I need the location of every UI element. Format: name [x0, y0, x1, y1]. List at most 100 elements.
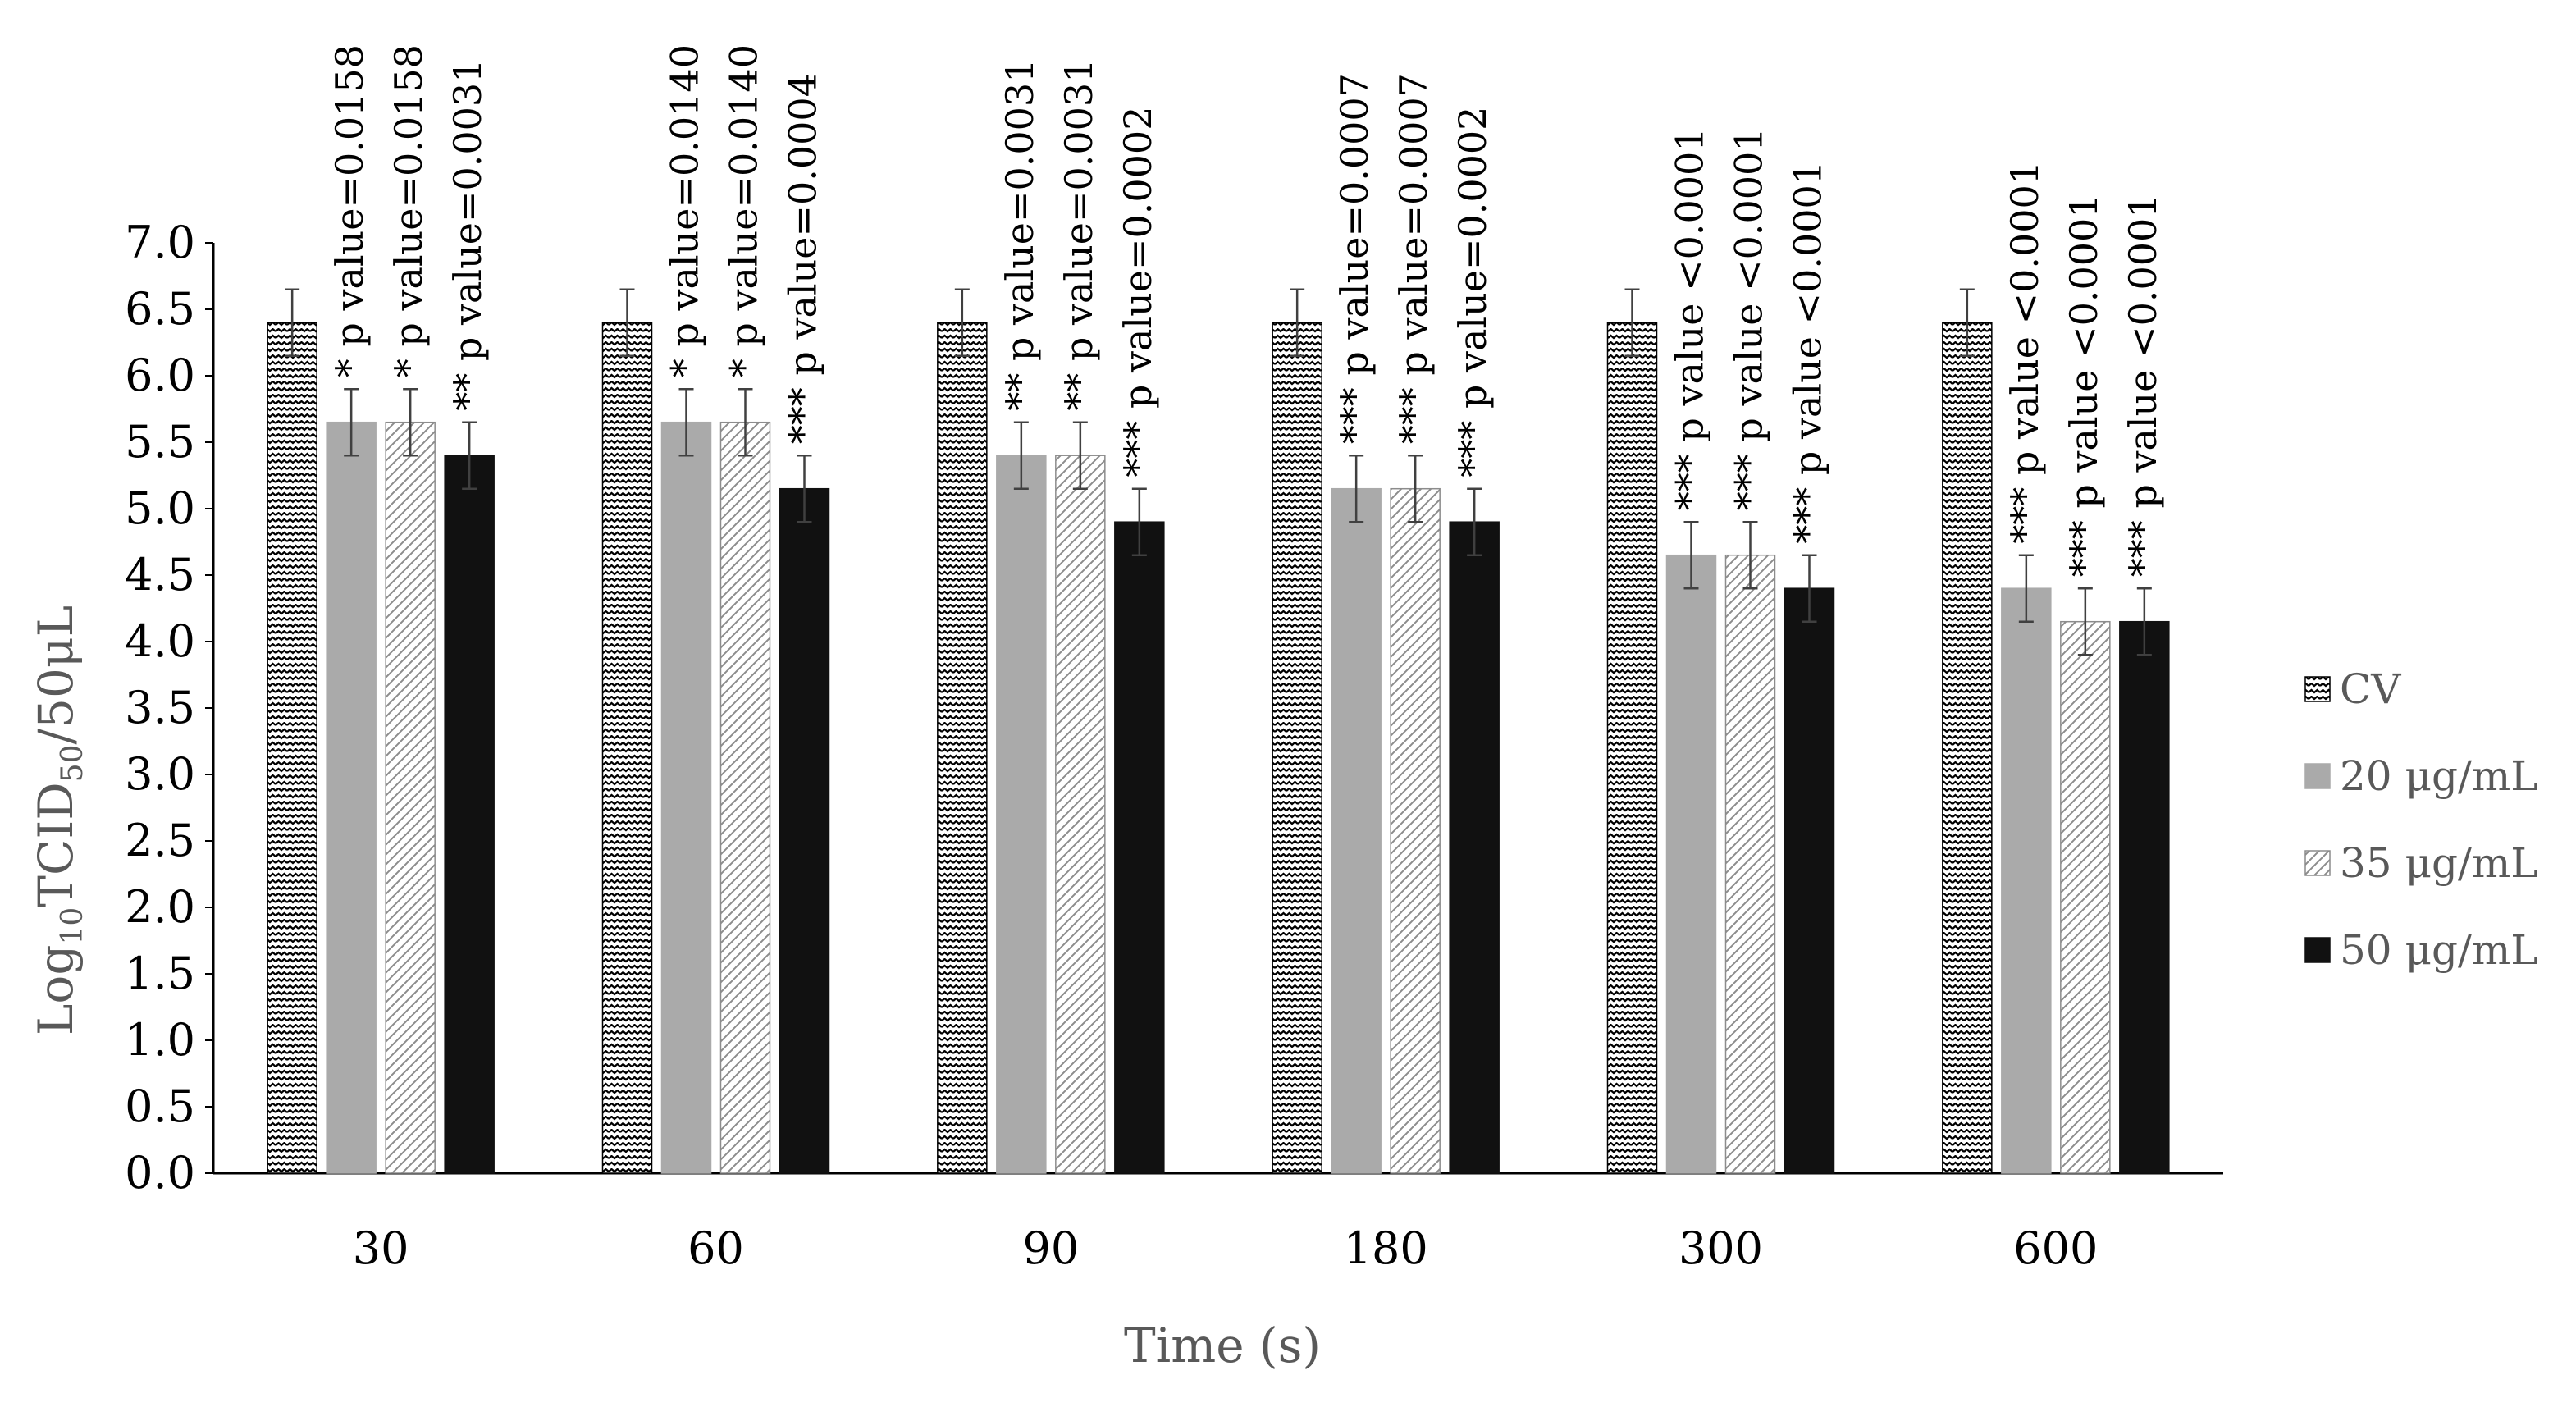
- legend-item: 35 μg/mL: [2304, 839, 2537, 887]
- bar: [1272, 322, 1322, 1174]
- p-value-label: * p value=0.0158: [327, 44, 372, 377]
- bar: [444, 455, 495, 1174]
- y-tick-label: 6.0: [125, 349, 195, 401]
- y-tick-label: 0.0: [125, 1147, 195, 1199]
- bar: [1606, 322, 1658, 1174]
- bar: [2119, 620, 2170, 1174]
- x-tick-label: 300: [1679, 1222, 1763, 1274]
- p-value-label: ** p value=0.0031: [445, 59, 490, 411]
- bar: [326, 421, 377, 1174]
- p-value-label: ** p value=0.0031: [998, 59, 1042, 411]
- p-value-label: *** p value=0.0007: [1391, 73, 1436, 444]
- bar: [1942, 322, 1993, 1174]
- y-tick-label: 4.5: [125, 549, 195, 601]
- bar: [1390, 487, 1441, 1174]
- p-value-label: *** p value=0.0007: [1332, 73, 1377, 444]
- p-value-label: *** p value <0.0001: [1727, 127, 1771, 510]
- y-tick-label: 5.5: [125, 416, 195, 468]
- bar: [660, 421, 712, 1174]
- p-value-label: ** p value=0.0031: [1057, 59, 1101, 411]
- p-value-label: *** p value <0.0001: [1786, 161, 1830, 544]
- bar: [1331, 487, 1382, 1174]
- error-bar: [403, 387, 418, 457]
- p-value-label: *** p value=0.0002: [1450, 107, 1495, 477]
- legend: CV 20 μg/mL 35 μg/mL 50 μg/mL: [2304, 665, 2537, 974]
- legend-swatch: [2304, 763, 2331, 789]
- legend-label: 35 μg/mL: [2340, 839, 2537, 887]
- legend-swatch: [2304, 850, 2331, 876]
- y-title-prefix: Log: [28, 945, 84, 1036]
- y-title-mid: TCID: [28, 782, 84, 907]
- bar: [2001, 587, 2052, 1174]
- y-tick-label: 3.5: [125, 682, 195, 733]
- p-value-label: *** p value=0.0002: [1116, 107, 1160, 477]
- error-bar: [1408, 454, 1423, 523]
- p-value-label: * p value=0.0140: [722, 44, 766, 377]
- error-bar: [1131, 487, 1147, 556]
- error-bar: [344, 387, 359, 457]
- annotations: * p value=0.0158 * p value=0.0158 ** p val…: [327, 44, 2165, 577]
- y-tick-label: 2.0: [125, 881, 195, 933]
- bar: [1114, 521, 1165, 1174]
- y-title-sub2: 50: [56, 744, 89, 782]
- legend-swatch: [2304, 676, 2331, 702]
- error-bar: [1072, 421, 1088, 490]
- legend-item: CV: [2304, 665, 2401, 713]
- y-tick-label: 4.0: [125, 615, 195, 667]
- error-bar: [462, 421, 477, 490]
- bar: [1055, 455, 1106, 1174]
- bar: [385, 421, 436, 1174]
- x-tick-label: 180: [1344, 1222, 1428, 1274]
- y-tick-label: 1.5: [125, 948, 195, 999]
- error-bar: [1290, 288, 1305, 357]
- y-tick-label: 2.5: [125, 815, 195, 866]
- error-bar: [1683, 520, 1699, 590]
- x-tick-label: 30: [353, 1222, 409, 1274]
- x-tick-label: 600: [2013, 1222, 2098, 1274]
- error-bar: [2136, 587, 2152, 656]
- error-bar: [2018, 554, 2034, 623]
- bar: [996, 455, 1047, 1174]
- legend-label: CV: [2340, 665, 2401, 713]
- p-value-label: *** p value <0.0001: [2062, 194, 2106, 577]
- axes: 0.0 0.5 1.0 1.5 2.0 2.5 3.0 3.5 4.0 4.5 5.0 5.5 6.0 6…: [125, 217, 2223, 1274]
- bar: [1724, 554, 1776, 1174]
- bar: [1665, 554, 1717, 1174]
- y-tick-label: 1.0: [125, 1014, 195, 1066]
- y-tick-label: 6.5: [125, 283, 195, 335]
- error-bar: [1624, 288, 1640, 357]
- bar: [937, 322, 988, 1174]
- error-bar: [1013, 421, 1029, 490]
- error-bar: [1959, 288, 1975, 357]
- error-bar: [1742, 520, 1758, 590]
- error-bar: [285, 288, 300, 357]
- error-bar: [1467, 487, 1482, 556]
- p-value-label: * p value=0.0140: [663, 44, 707, 377]
- error-bars: [285, 288, 2152, 656]
- legend-item: 20 μg/mL: [2304, 752, 2537, 800]
- p-value-label: * p value=0.0158: [386, 44, 431, 377]
- y-title-sub1: 10: [56, 907, 89, 945]
- error-bar: [797, 454, 812, 523]
- error-bar: [2077, 587, 2093, 656]
- y-tick-label: 7.0: [125, 217, 195, 268]
- legend-item: 50 μg/mL: [2304, 926, 2537, 974]
- bar: [267, 322, 317, 1174]
- error-bar: [1802, 554, 1817, 623]
- legend-label: 20 μg/mL: [2340, 752, 2537, 800]
- legend-swatch: [2304, 937, 2331, 963]
- x-tick-label: 60: [687, 1222, 744, 1274]
- error-bar: [1349, 454, 1364, 523]
- bar: [779, 487, 830, 1174]
- legend-label: 50 μg/mL: [2340, 926, 2537, 974]
- error-bar: [954, 288, 970, 357]
- x-tick-label: 90: [1022, 1222, 1079, 1274]
- y-title-suffix: /50μL: [28, 605, 84, 745]
- p-value-label: *** p value <0.0001: [2003, 161, 2047, 544]
- y-tick-label: 0.5: [125, 1080, 195, 1132]
- bar: [2060, 620, 2111, 1174]
- y-tick-label: 3.0: [125, 748, 195, 800]
- error-bar: [619, 288, 635, 357]
